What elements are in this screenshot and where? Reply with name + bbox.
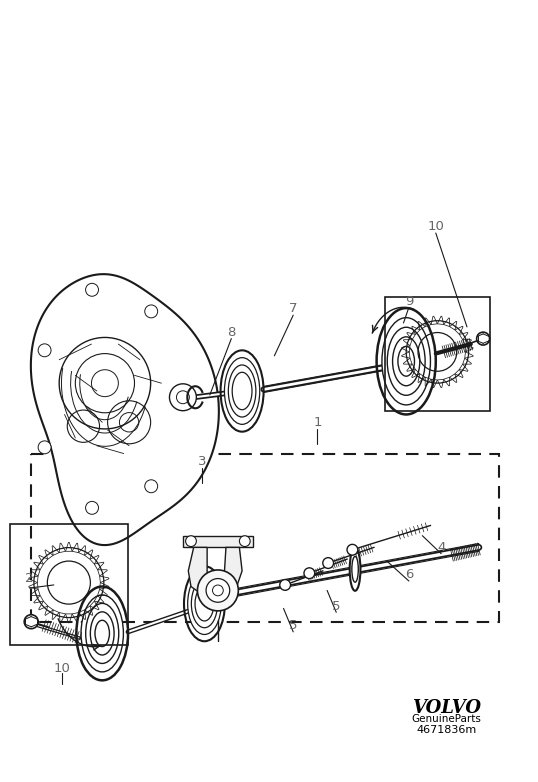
Text: VOLVO: VOLVO [412, 698, 481, 717]
Text: 9: 9 [405, 295, 413, 307]
Bar [31, 454, 499, 622]
Circle shape [323, 558, 334, 569]
Polygon shape [31, 274, 219, 545]
Ellipse shape [352, 556, 358, 582]
Circle shape [171, 393, 184, 405]
Ellipse shape [188, 573, 221, 634]
Text: 10: 10 [427, 221, 444, 233]
Polygon shape [183, 536, 253, 547]
Ellipse shape [192, 579, 217, 628]
Bar [385, 297, 490, 411]
Text: 4: 4 [437, 541, 445, 554]
Circle shape [197, 570, 238, 611]
Ellipse shape [90, 612, 114, 655]
Text: 5: 5 [289, 619, 298, 632]
Ellipse shape [393, 337, 420, 386]
Circle shape [38, 441, 51, 454]
Bar [10, 524, 128, 645]
Circle shape [86, 501, 98, 515]
Text: 6: 6 [405, 569, 413, 581]
Circle shape [145, 480, 158, 493]
Circle shape [280, 579, 291, 590]
Circle shape [186, 536, 196, 547]
Circle shape [145, 305, 158, 317]
Ellipse shape [232, 372, 252, 410]
Circle shape [304, 568, 315, 579]
Text: 5: 5 [332, 600, 341, 612]
Text: 7: 7 [289, 303, 298, 315]
Circle shape [239, 536, 250, 547]
Text: 2: 2 [25, 572, 34, 585]
Circle shape [38, 344, 51, 357]
Text: 3: 3 [197, 455, 206, 468]
Ellipse shape [224, 357, 260, 425]
Ellipse shape [350, 547, 360, 590]
Ellipse shape [398, 346, 414, 376]
Circle shape [169, 384, 196, 411]
Circle shape [86, 283, 98, 296]
Text: GenuineParts: GenuineParts [412, 715, 482, 724]
Ellipse shape [86, 604, 119, 663]
Ellipse shape [228, 365, 256, 417]
Polygon shape [223, 547, 242, 594]
Text: 8: 8 [227, 326, 236, 339]
Circle shape [206, 579, 230, 602]
Text: 10: 10 [53, 662, 70, 675]
Ellipse shape [382, 317, 430, 405]
Circle shape [24, 615, 38, 629]
Ellipse shape [387, 327, 425, 396]
Ellipse shape [195, 586, 214, 621]
Circle shape [347, 544, 358, 555]
Text: 1: 1 [313, 416, 322, 429]
Polygon shape [188, 547, 207, 594]
Ellipse shape [95, 620, 109, 647]
Text: 4671836m: 4671836m [416, 725, 477, 734]
Ellipse shape [81, 595, 123, 672]
Circle shape [477, 332, 490, 345]
